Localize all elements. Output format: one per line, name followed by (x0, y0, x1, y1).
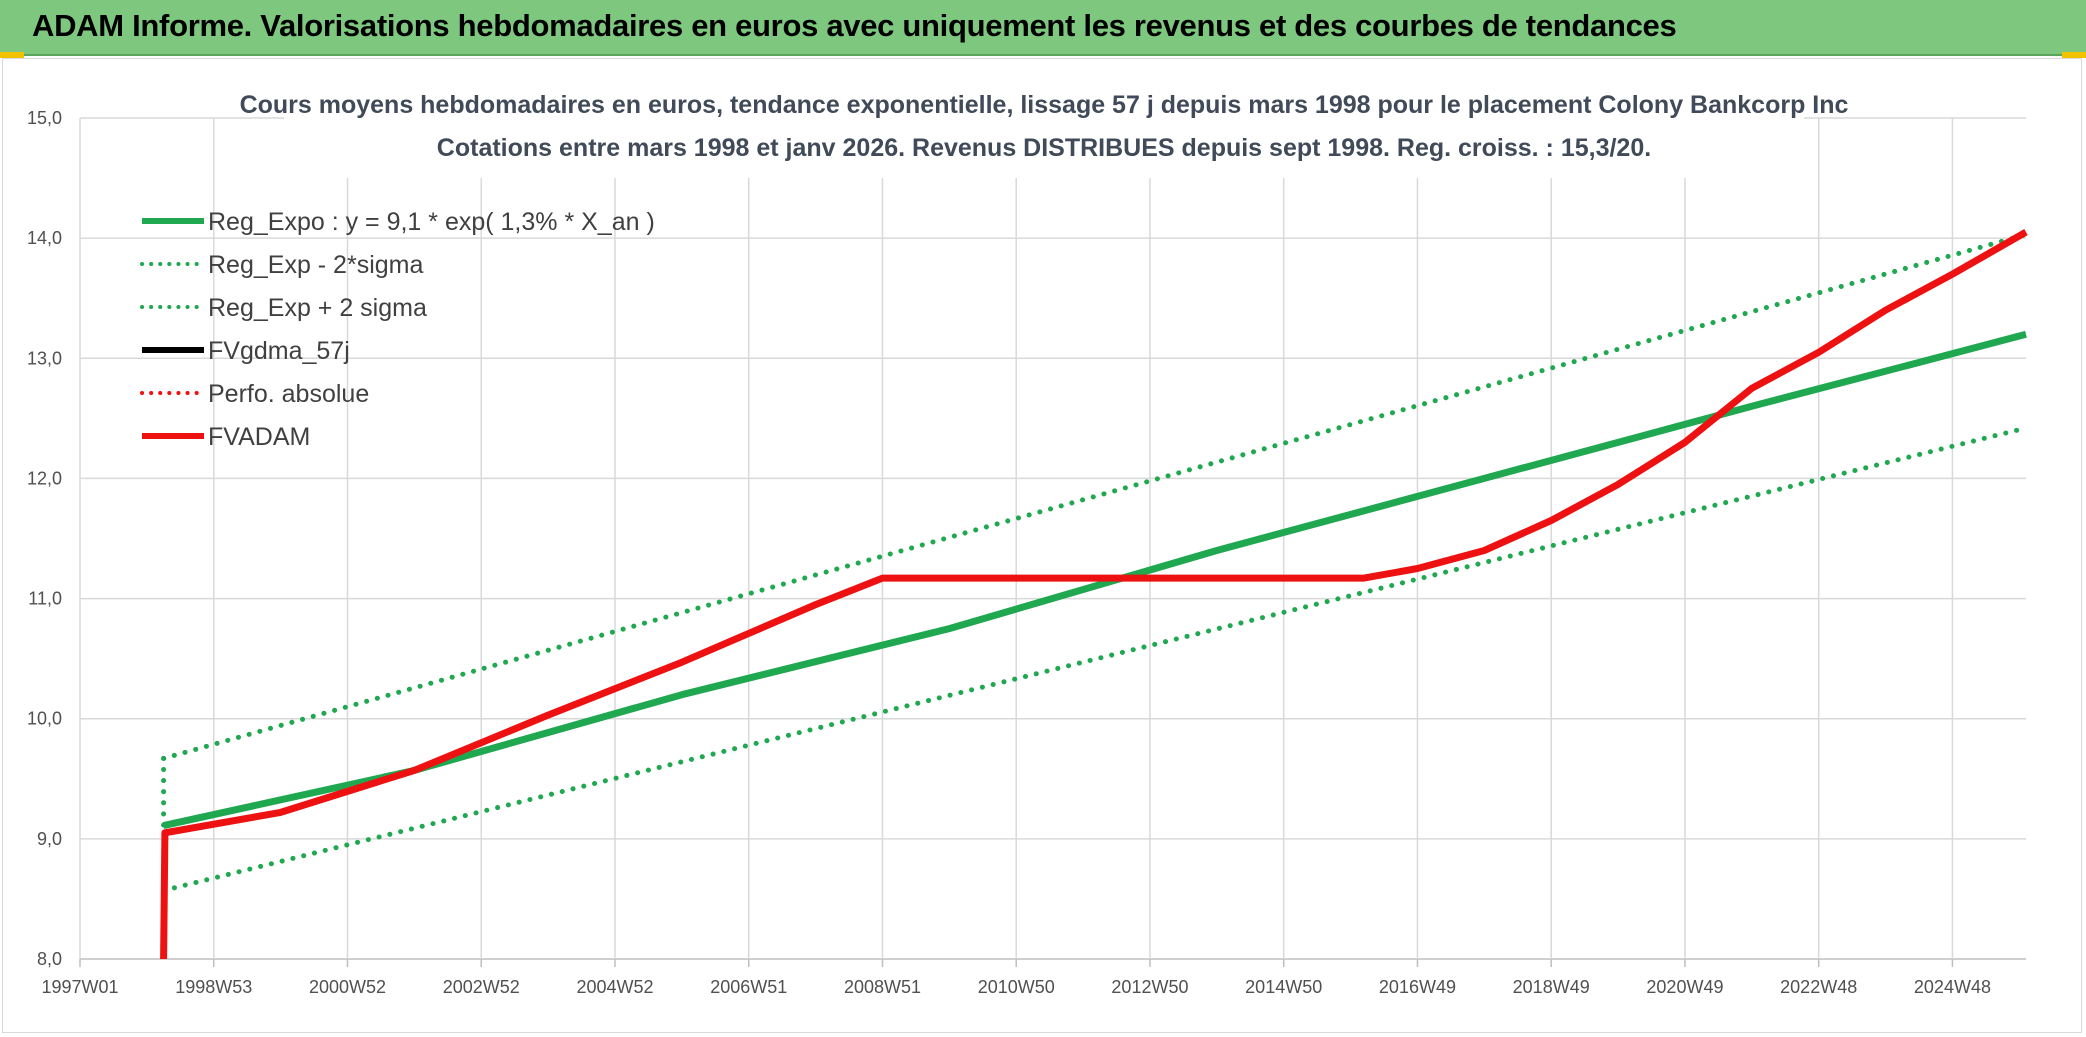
x-tick-label: 2014W50 (1245, 977, 1322, 997)
x-tick-label: 2012W50 (1111, 977, 1188, 997)
legend-label-5: FVADAM (208, 423, 310, 451)
banner: ADAM Informe. Valorisations hebdomadaire… (0, 0, 2086, 56)
legend-label-4: Perfo. absolue (208, 380, 369, 408)
series-line-1 (161, 425, 2029, 893)
title-backdrop (284, 86, 1804, 178)
legend: Reg_Expo : y = 9,1 * exp( 1,3% * X_an ) R… (140, 208, 655, 451)
legend-label-0: Reg_Expo : y = 9,1 * exp( 1,3% * X_an ) (208, 208, 655, 236)
x-tick-label: 2004W52 (576, 977, 653, 997)
x-tick-label: 2022W48 (1780, 977, 1857, 997)
x-tick-label: 2000W52 (309, 977, 386, 997)
x-tick-label: 2002W52 (443, 977, 520, 997)
tick-labels: 8,0 9,0 10,0 11,0 12,0 13,0 14,0 15,0 1997W01 199… (27, 108, 1991, 997)
chart-frame (2, 58, 2082, 1033)
x-tick-label: 2024W48 (1914, 977, 1991, 997)
y-tick-label: 9,0 (37, 829, 62, 849)
corner-mark-right (2062, 52, 2086, 58)
x-tick-label: 1998W53 (175, 977, 252, 997)
chart-title: Cours moyens hebdomadaires en euros, ten… (240, 91, 1849, 119)
x-tick-label: 2018W49 (1513, 977, 1590, 997)
y-tick-label: 15,0 (27, 108, 62, 128)
grid (79, 117, 2026, 967)
x-tick-label: 2008W51 (844, 977, 921, 997)
series-layer (160, 229, 2029, 960)
banner-title: ADAM Informe. Valorisations hebdomadaire… (32, 8, 1677, 43)
x-tick-label: 2016W49 (1379, 977, 1456, 997)
series-line-2 (161, 232, 2029, 761)
y-tick-label: 13,0 (27, 348, 62, 368)
corner-mark-left (0, 52, 24, 58)
y-tick-label: 12,0 (27, 468, 62, 488)
y-tick-label: 10,0 (27, 709, 62, 729)
x-tick-label: 2010W50 (978, 977, 1055, 997)
series-line-0 (162, 330, 2027, 830)
chart-subtitle: Cotations entre mars 1998 et janv 2026. … (437, 134, 1651, 162)
legend-label-3: FVgdma_57j (208, 337, 350, 365)
series-line-5 (160, 229, 2028, 960)
y-tick-label: 8,0 (37, 949, 62, 969)
legend-label-1: Reg_Exp - 2*sigma (208, 251, 423, 279)
y-tick-label: 14,0 (27, 228, 62, 248)
x-tick-label: 2006W51 (710, 977, 787, 997)
y-tick-label: 11,0 (28, 589, 62, 609)
x-tick-label: 1997W01 (41, 977, 118, 997)
x-tick-label: 2020W49 (1646, 977, 1723, 997)
legend-label-2: Reg_Exp + 2 sigma (208, 294, 427, 322)
